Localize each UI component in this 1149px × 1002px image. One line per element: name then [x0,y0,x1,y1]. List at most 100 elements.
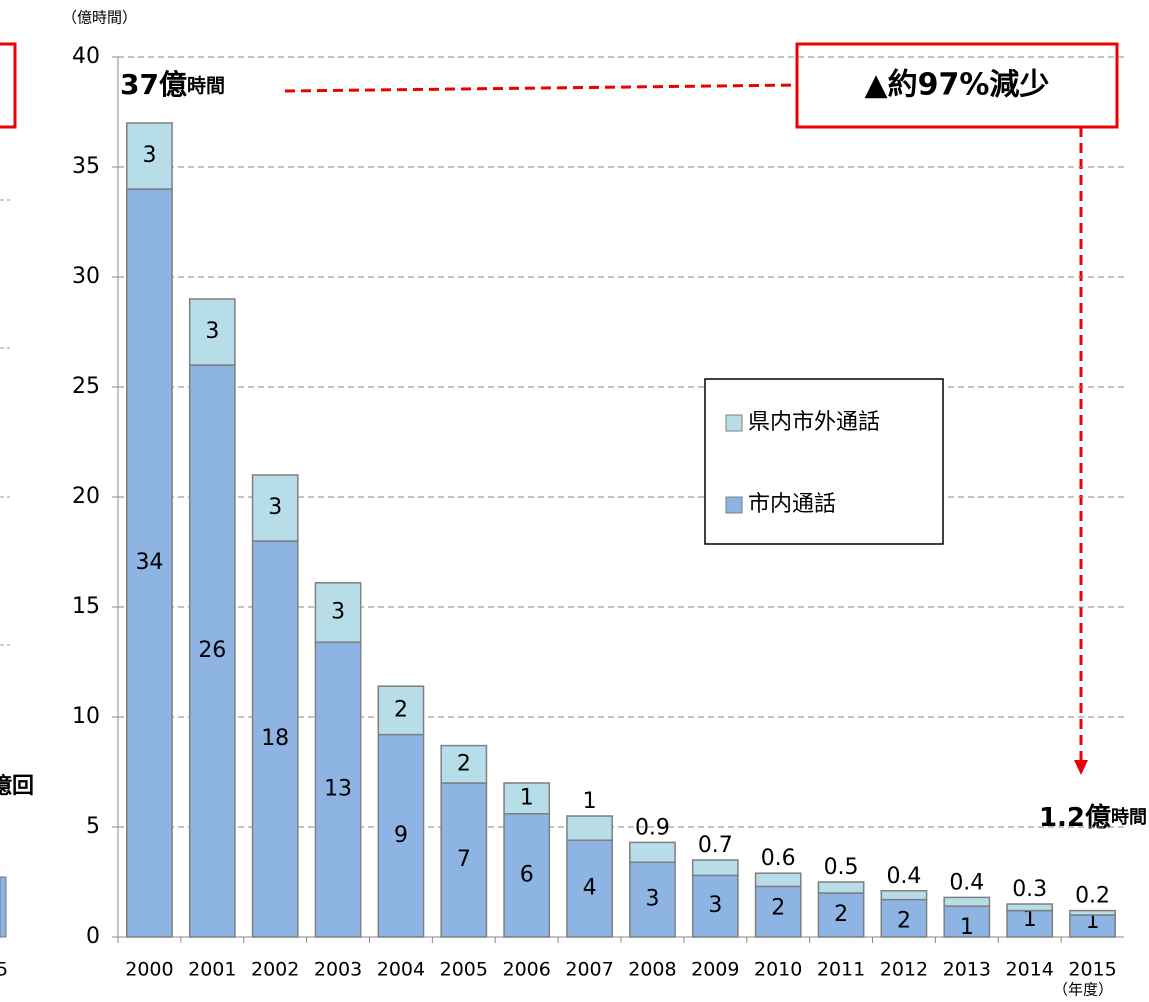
start-number: 37億 [120,68,187,101]
end-annotation: 1.2億時間 [1039,803,1147,833]
x-tick-label: 2005 [440,959,488,981]
bar-segment [1006,903,1054,912]
data-label: 1 [520,785,534,810]
change-box [795,42,1119,129]
end-number: 1.2億 [1039,803,1111,833]
data-label: 0.5 [824,855,859,880]
data-label: 1 [1023,907,1037,932]
x-tick-label: 2014 [1006,959,1054,981]
x-tick-label: 2012 [880,959,928,981]
bar-segment [754,872,802,888]
x-tick-label: 2000 [125,959,173,981]
bar-segment [314,641,362,938]
data-label: 3 [205,319,219,344]
cropped-text: 億回 [0,773,34,799]
bar-segment [943,896,991,907]
x-tick-label: 2002 [251,959,299,981]
x-tick-label: 2004 [377,959,425,981]
y-tick-label: 15 [72,594,100,619]
connector [284,83,798,93]
bar-segment [943,905,991,938]
data-label: 0.4 [949,870,984,895]
bar-segment [440,744,488,784]
cropped-bar [0,876,7,938]
y-tick-label: 5 [86,814,100,839]
bar-segment [691,859,739,877]
data-label: 2 [457,751,471,776]
y-tick-label: 35 [72,154,100,179]
data-label: 3 [268,495,282,520]
data-label: 34 [135,550,163,575]
bar-segment [440,782,488,938]
data-label: 13 [324,777,352,802]
data-label: 0.2 [1075,884,1110,909]
bar-segment [691,874,739,938]
bar-segment [126,188,173,938]
cropped-text: 5 [0,959,8,981]
data-label: 3 [142,143,156,168]
bar-segment [566,815,613,841]
legend-label: 市内通話 [748,492,836,517]
bar-segment [629,861,676,938]
y-unit-label: （億時間） [62,9,137,27]
x-tick-label: 2015 [1068,959,1116,981]
x-tick-label: 2001 [188,959,236,981]
x-tick-label: 2009 [691,959,739,981]
start-annotation: 37億時間 [120,68,225,101]
data-label: 9 [394,823,408,848]
data-label: 7 [457,847,471,872]
x-tick-label: 2007 [565,959,613,981]
bar-segment [377,733,425,938]
data-label: 0.7 [698,833,733,858]
data-label: 0.4 [886,864,921,889]
end-unit: 時間 [1111,807,1147,828]
y-tick-label: 10 [72,704,100,729]
data-label: 26 [198,638,226,663]
x-tick-label: 2013 [943,959,991,981]
arrow-head [1074,760,1088,775]
bar-segment [503,813,551,938]
y-tick-label: 40 [72,44,100,69]
bar-segment [1069,909,1116,916]
y-tick-label: 30 [72,264,100,289]
y-tick-label: 25 [72,374,100,399]
data-label: 3 [645,887,659,912]
data-label: 2 [834,902,848,927]
bar-segment [503,782,551,815]
bar-segment [188,298,236,366]
y-tick-label: 0 [86,924,100,949]
cropped-box [0,42,17,129]
start-unit: 時間 [187,75,225,97]
bar-segment [629,841,676,863]
legend-label: 県内市外通話 [748,410,880,435]
bar-segment [314,582,362,643]
x-tick-label: 2010 [754,959,802,981]
data-label: 2 [897,909,911,934]
bar-segment [251,474,299,542]
data-label: 2 [394,697,408,722]
data-label: 0.3 [1012,877,1047,902]
bar-segment [817,881,865,894]
bar-segment [377,685,425,736]
data-label: 4 [583,876,597,901]
change-annotation: ▲約97%減少 [865,68,1050,103]
bar-segment [880,898,928,938]
data-label: 0.9 [635,815,670,840]
bar-segment [126,122,173,190]
legend-swatch [725,414,743,432]
x-tick-label: 2011 [817,959,865,981]
x-tick-label: 2008 [628,959,676,981]
data-label: 2 [771,895,785,920]
data-label: 1 [583,789,597,814]
data-label: 18 [261,726,289,751]
data-label: 3 [708,893,722,918]
bar-segment [880,890,928,901]
bar-segment [188,364,236,938]
data-label: 6 [520,862,534,887]
x-tick-label: 2006 [503,959,551,981]
y-tick-label: 20 [72,484,100,509]
x-unit-label: （年度） [1053,981,1113,999]
